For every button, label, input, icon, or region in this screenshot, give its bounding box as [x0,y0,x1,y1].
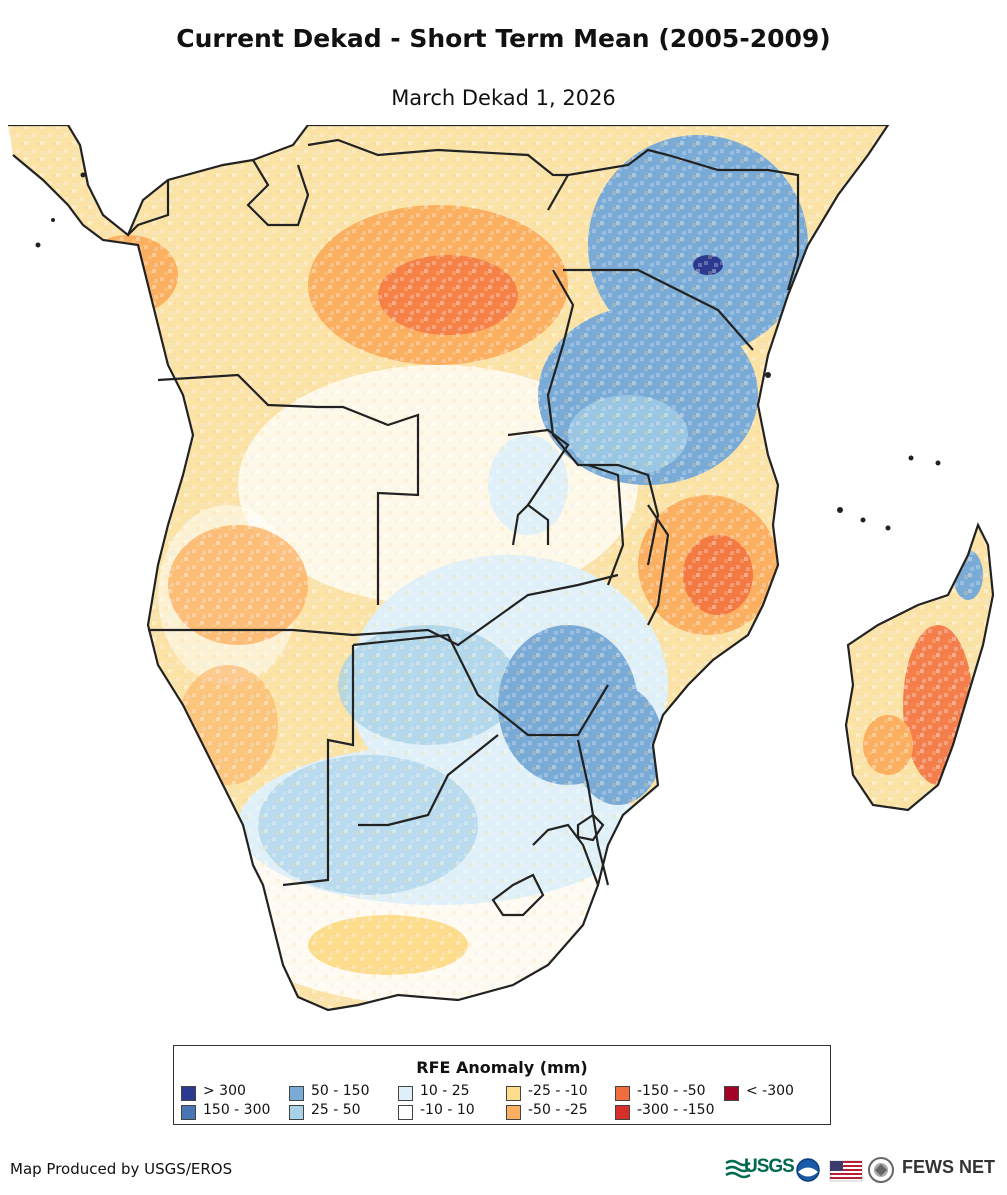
map-legend: RFE Anomaly (mm) > 300 150 - 300 50 - 15… [173,1045,831,1125]
usgs-wordmark: USGS [744,1156,795,1177]
country-borders [8,125,995,1012]
legend-label: -10 - 10 [420,1102,475,1118]
legend-label: 25 - 50 [311,1102,361,1118]
fews-net-wordmark: FEWS NET [902,1157,995,1177]
legend-label: 10 - 25 [420,1083,470,1099]
legend-label: 150 - 300 [203,1102,271,1118]
usgs-logo [725,1159,751,1179]
legend-swatch [615,1086,630,1101]
legend-swatch [289,1086,304,1101]
legend-swatch [506,1086,521,1101]
legend-label: -25 - -10 [528,1083,588,1099]
us-flag-icon [829,1160,863,1182]
legend-label: > 300 [203,1083,246,1099]
legend-swatch [181,1086,196,1101]
agency-logos: USGS FEWS NET [724,1155,999,1187]
noaa-seal-icon [796,1158,820,1182]
state-department-seal-icon [868,1157,894,1183]
legend-label: < -300 [746,1083,794,1099]
legend-swatch [615,1105,630,1120]
legend-label: -150 - -50 [637,1083,706,1099]
legend-title: RFE Anomaly (mm) [416,1058,588,1077]
rainfall-anomaly-map [8,125,995,1012]
legend-swatch [289,1105,304,1120]
map-subtitle: March Dekad 1, 2026 [391,86,616,110]
legend-label: -300 - -150 [637,1102,715,1118]
map-title: Current Dekad - Short Term Mean (2005-20… [176,24,831,53]
legend-swatch [724,1086,739,1101]
legend-swatch [506,1105,521,1120]
legend-swatch [181,1105,196,1120]
legend-swatch [398,1086,413,1101]
legend-label: -50 - -25 [528,1102,588,1118]
map-credit: Map Produced by USGS/EROS [10,1160,233,1178]
legend-label: 50 - 150 [311,1083,370,1099]
legend-swatch [398,1105,413,1120]
islands [35,172,941,531]
